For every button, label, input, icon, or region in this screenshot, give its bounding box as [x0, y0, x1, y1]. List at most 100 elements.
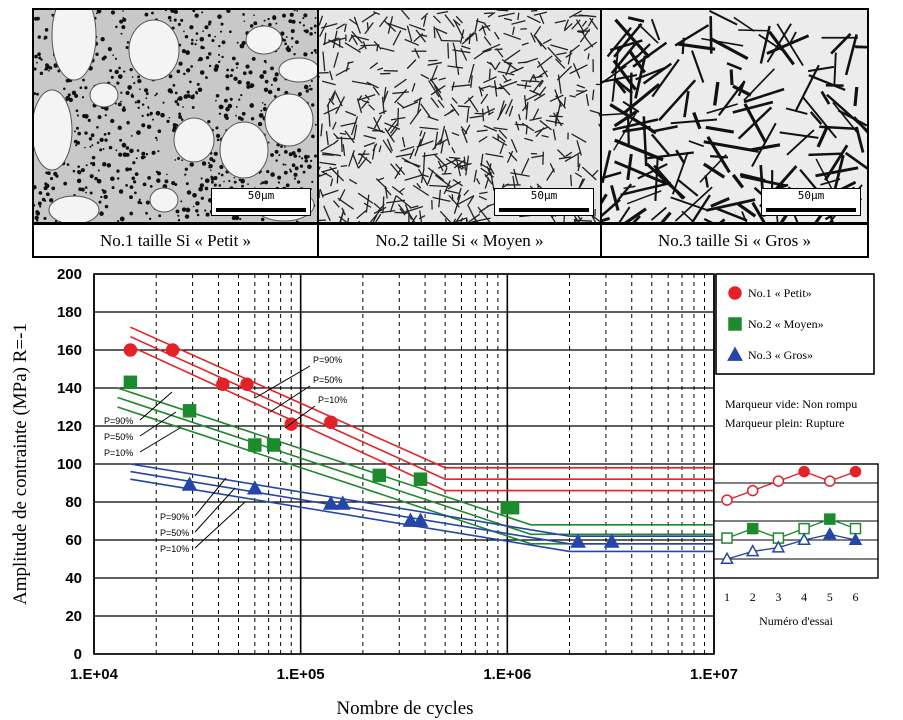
si-particle [146, 124, 152, 129]
si-needle [556, 52, 567, 56]
si-particle [174, 159, 177, 161]
si-particle [180, 118, 184, 121]
si-particle [136, 149, 140, 152]
si-needle [451, 132, 460, 137]
si-needle [447, 65, 464, 69]
si-plate [683, 90, 690, 118]
si-particle [290, 37, 294, 40]
si-particle [34, 67, 37, 71]
si-needle [530, 32, 536, 43]
si-needle [589, 109, 600, 115]
si-plate [674, 24, 710, 47]
si-needle [375, 178, 388, 190]
si-needle [401, 157, 420, 168]
si-needle [322, 152, 342, 157]
si-needle [332, 139, 339, 145]
si-particle [34, 203, 36, 207]
si-particle [235, 62, 239, 66]
si-needle [368, 104, 376, 111]
si-needle [452, 42, 456, 51]
si-needle [581, 166, 597, 181]
si-needle [478, 26, 485, 32]
si-particle [295, 40, 299, 45]
si-particle [228, 30, 232, 34]
si-particle [258, 113, 264, 118]
si-needle [362, 41, 367, 50]
si-particle [267, 141, 270, 144]
si-needle [343, 23, 347, 33]
si-needle [414, 138, 422, 157]
side-x-tick: 6 [853, 590, 859, 604]
si-particle [66, 163, 70, 166]
si-particle [177, 218, 181, 222]
si-needle [453, 159, 466, 169]
si-needle [460, 48, 468, 61]
si-needle [439, 125, 446, 145]
si-particle [223, 98, 228, 103]
si-needle [533, 93, 546, 102]
si-needle [581, 31, 587, 40]
si-particle [184, 173, 187, 176]
annotation-leader [284, 405, 316, 429]
si-particle [199, 70, 205, 75]
si-particle [36, 16, 40, 21]
si-particle [95, 12, 98, 15]
si-particle [100, 37, 105, 42]
side-x-tick: 1 [724, 590, 730, 604]
si-particle [137, 75, 141, 79]
si-needle [452, 19, 461, 26]
si-particle [89, 145, 92, 148]
si-particle [195, 90, 198, 94]
si-needle [510, 138, 518, 153]
si-plate [732, 84, 752, 97]
si-particle [116, 177, 120, 180]
si-needle [417, 97, 422, 114]
si-plate [733, 16, 755, 32]
si-particle [267, 91, 271, 94]
si-particle [104, 138, 108, 142]
si-needle [499, 142, 505, 155]
si-particle [192, 94, 195, 96]
si-particle [201, 11, 204, 14]
si-needle [400, 145, 415, 152]
si-plate [706, 136, 731, 174]
si-particle [183, 72, 186, 76]
si-needle [558, 156, 572, 160]
si-particle [303, 52, 308, 57]
si-needle [598, 123, 600, 128]
si-particle [168, 74, 173, 79]
si-needle [463, 189, 470, 196]
si-particle [96, 141, 100, 144]
si-needle [334, 92, 343, 107]
si-needle [510, 66, 524, 74]
si-particle [74, 130, 76, 133]
si-particle [210, 177, 215, 181]
si-needle [476, 129, 488, 133]
si-plate [681, 210, 695, 222]
si-plate [609, 39, 643, 52]
si-particle [129, 185, 134, 190]
si-particle [72, 169, 76, 173]
si-needle [529, 117, 542, 122]
side-data-point [771, 540, 786, 553]
si-particle [190, 65, 193, 68]
si-needle [467, 195, 475, 205]
si-plate [624, 207, 647, 222]
si-needle [480, 93, 489, 105]
side-x-tick: 5 [827, 590, 833, 604]
si-particle [291, 163, 296, 168]
y-tick-label: 120 [57, 418, 82, 435]
si-needle [591, 89, 595, 101]
si-particle [175, 209, 180, 214]
si-needle [397, 108, 400, 127]
si-needle [467, 213, 481, 222]
si-plate [613, 110, 638, 128]
si-plate [642, 62, 673, 85]
si-particle [218, 184, 222, 187]
si-particle [131, 176, 136, 181]
si-particle [225, 86, 230, 91]
si-particle [173, 18, 177, 22]
si-particle [75, 109, 79, 113]
si-particle [126, 120, 130, 125]
si-particle [110, 176, 115, 182]
